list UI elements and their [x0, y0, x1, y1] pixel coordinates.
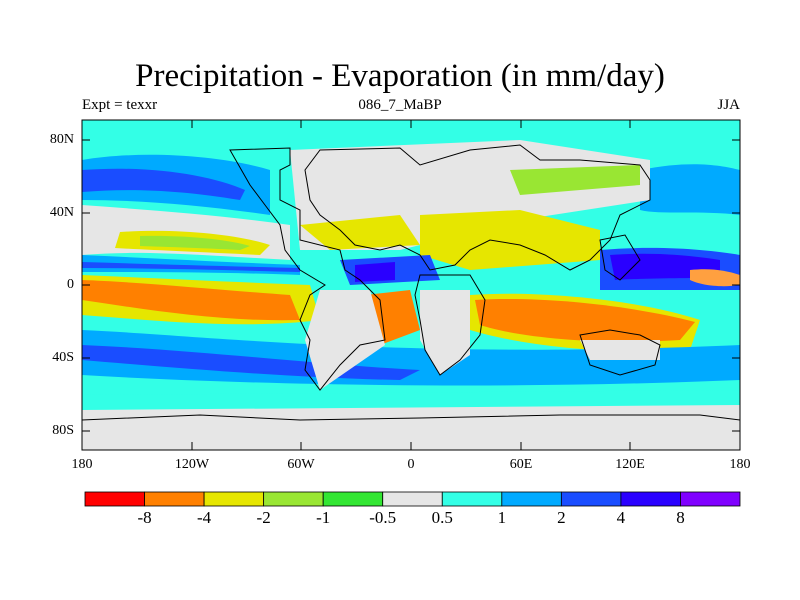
axis-ticks: [81, 120, 741, 450]
lon-tick-label: 180: [71, 457, 93, 472]
colorbar-swatch: [203, 491, 265, 507]
colorbar-tick-label: -0.5: [369, 508, 397, 527]
colorbar-swatch: [382, 491, 443, 507]
colorbar-tick-label: 2: [557, 508, 566, 527]
colorbar-tick-label: -2: [256, 508, 271, 527]
colorbar: [84, 491, 741, 507]
season-label: JJA: [717, 97, 740, 113]
south-america-land: [305, 290, 385, 390]
colorbar-swatch: [263, 491, 324, 507]
colorbar-swatch: [680, 491, 741, 507]
colorbar-tick-label: -1: [316, 508, 331, 527]
colorbar-swatch: [501, 491, 562, 507]
period-label: 086_7_MaBP: [358, 97, 442, 113]
lon-tick-label: 0: [407, 457, 415, 472]
colorbar-tick-label: -8: [137, 508, 152, 527]
lat-tick-label: 40S: [52, 350, 74, 365]
south-pacific-dry: [82, 280, 300, 321]
experiment-label: Expt = texxr: [82, 97, 158, 113]
colorbar-swatch: [144, 491, 205, 507]
map-title: Precipitation - Evaporation (in mm/day): [135, 58, 665, 94]
lat-tick-label: 0: [67, 277, 74, 292]
lon-tick-label: 120W: [174, 457, 210, 472]
field-layer: [82, 120, 740, 450]
colorbar-swatch: [560, 491, 622, 507]
colorbar-tick-label: -4: [196, 508, 212, 527]
colorbar-tick-label: 1: [497, 508, 507, 527]
australia-land: [580, 340, 660, 360]
colorbar-tick-label: 0.5: [431, 508, 453, 527]
lon-tick-label: 120E: [615, 457, 645, 472]
colorbar-swatch: [84, 491, 145, 507]
colorbar-swatch: [620, 491, 681, 507]
lon-tick-label: 60W: [287, 457, 315, 472]
lon-tick-label: 180: [729, 457, 751, 472]
colorbar-swatch: [322, 491, 384, 507]
colorbar-tick-label: 8: [676, 508, 685, 527]
indian-ocean-dry: [475, 299, 695, 342]
coastlines: [82, 144, 740, 421]
lat-tick-label: 80N: [49, 132, 74, 147]
africa-land: [420, 290, 470, 375]
colorbar-tick-label: 4: [616, 508, 626, 527]
colorbar-swatch: [441, 491, 503, 507]
lat-tick-label: 80S: [52, 423, 74, 438]
lat-tick-label: 40N: [49, 205, 74, 220]
lon-tick-label: 60E: [509, 457, 533, 472]
